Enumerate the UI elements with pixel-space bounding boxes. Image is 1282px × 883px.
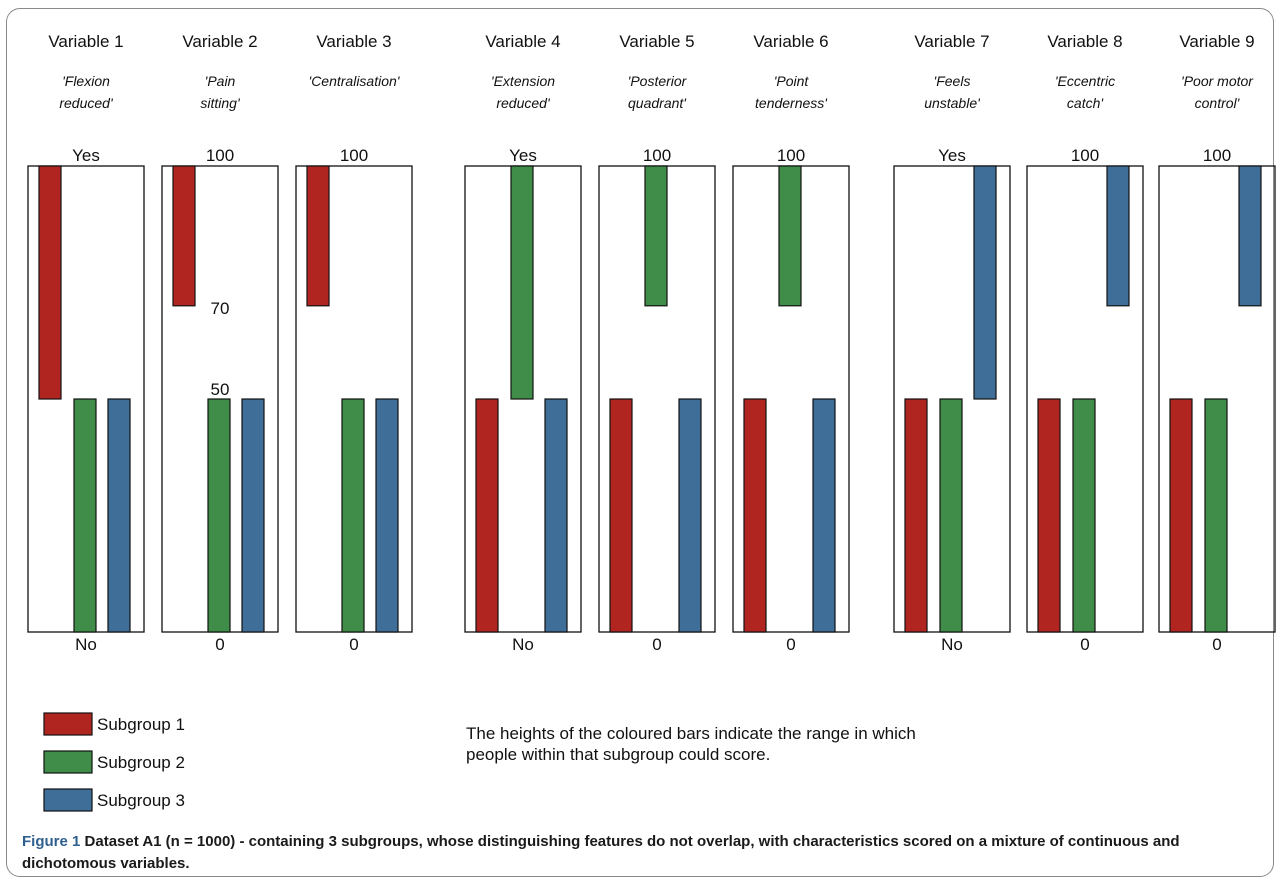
panel-feature-7-line-2: unstable' — [924, 95, 981, 111]
panel-feature-4-line-2: reduced' — [496, 95, 551, 111]
panel-feature-9-line-1: 'Poor motor — [1181, 73, 1254, 89]
bar-variable-7-subgroup-2 — [939, 398, 963, 633]
panel-top-label-7: Yes — [938, 146, 966, 165]
caption-lead: Figure 1 — [22, 833, 81, 850]
panel-bottom-label-8: 0 — [1080, 635, 1089, 654]
panel-top-label-6: 100 — [777, 146, 805, 165]
panel-feature-3-line-1: 'Centralisation' — [309, 73, 401, 89]
panel-title-2: Variable 2 — [182, 32, 257, 51]
panel-top-label-9: 100 — [1203, 146, 1231, 165]
panel-feature-1-line-1: 'Flexion — [62, 73, 110, 89]
bar-variable-3-subgroup-3 — [375, 398, 399, 633]
bar-variable-4-subgroup-1 — [475, 398, 499, 633]
panel-bottom-label-1: No — [75, 635, 97, 654]
panel-top-label-1: Yes — [72, 146, 100, 165]
panel-feature-4-line-1: 'Extension — [491, 73, 555, 89]
bar-variable-1-subgroup-2 — [73, 398, 97, 633]
panel-top-label-2: 100 — [206, 146, 234, 165]
bar-variable-2-subgroup-2 — [207, 398, 231, 633]
panel-feature-1-line-2: reduced' — [59, 95, 114, 111]
panel-title-4: Variable 4 — [485, 32, 560, 51]
bar-variable-9-subgroup-1 — [1169, 398, 1193, 633]
panel-feature-6-line-1: 'Point — [774, 73, 810, 89]
legend-swatch-subgroup-1 — [43, 712, 93, 736]
chart-note-line-1: The heights of the coloured bars indicat… — [466, 724, 916, 743]
panel-top-label-5: 100 — [643, 146, 671, 165]
panel-bottom-label-4: No — [512, 635, 534, 654]
figure-caption: Figure 1 Dataset A1 (n = 1000) - contain… — [22, 831, 1262, 875]
bar-variable-9-subgroup-3 — [1238, 165, 1262, 307]
bar-variable-1-subgroup-3 — [107, 398, 131, 633]
panel-feature-2-line-1: 'Pain — [205, 73, 236, 89]
panel-bottom-label-7: No — [941, 635, 963, 654]
panel-title-6: Variable 6 — [753, 32, 828, 51]
bar-variable-3-subgroup-1 — [306, 165, 330, 307]
panel-top-label-3: 100 — [340, 146, 368, 165]
panel-title-7: Variable 7 — [914, 32, 989, 51]
bar-variable-4-subgroup-2 — [510, 165, 534, 400]
bar-variable-5-subgroup-2 — [644, 165, 668, 307]
panel-feature-5-line-1: 'Posterior — [628, 73, 688, 89]
legend-label-subgroup-1: Subgroup 1 — [97, 715, 185, 734]
legend-swatch-subgroup-3 — [43, 788, 93, 812]
bar-variable-5-subgroup-1 — [609, 398, 633, 633]
bar-variable-3-subgroup-2 — [341, 398, 365, 633]
panel-title-8: Variable 8 — [1047, 32, 1122, 51]
chart: Variable 1 'Flexion reduced' Yes No Variable … — [27, 32, 1276, 812]
panel-feature-7-line-1: 'Feels — [934, 73, 971, 89]
panel-bottom-label-2: 0 — [215, 635, 224, 654]
caption-text: Dataset A1 (n = 1000) - containing 3 sub… — [22, 833, 1180, 872]
panel-mid-label-2-1: 70 — [211, 299, 230, 318]
panel-title-5: Variable 5 — [619, 32, 694, 51]
chart-note-line-2: people within that subgroup could score. — [466, 745, 770, 764]
panel-title-1: Variable 1 — [48, 32, 123, 51]
bar-variable-7-subgroup-3 — [973, 165, 997, 400]
panel-feature-8-line-1: 'Eccentric — [1055, 73, 1115, 89]
bar-variable-6-subgroup-1 — [743, 398, 767, 633]
panel-feature-5-line-2: quadrant' — [628, 95, 687, 111]
bar-variable-4-subgroup-3 — [544, 398, 568, 633]
bar-variable-7-subgroup-1 — [904, 398, 928, 633]
panel-feature-2-line-2: sitting' — [200, 95, 241, 111]
panel-bottom-label-6: 0 — [786, 635, 795, 654]
bar-variable-9-subgroup-2 — [1204, 398, 1228, 633]
legend-label-subgroup-3: Subgroup 3 — [97, 791, 185, 810]
bar-variable-6-subgroup-2 — [778, 165, 802, 307]
panel-top-label-4: Yes — [509, 146, 537, 165]
panel-top-label-8: 100 — [1071, 146, 1099, 165]
bar-variable-8-subgroup-3 — [1106, 165, 1130, 307]
bar-variable-2-subgroup-3 — [241, 398, 265, 633]
panel-title-3: Variable 3 — [316, 32, 391, 51]
figure-frame — [6, 8, 1274, 877]
panel-title-9: Variable 9 — [1179, 32, 1254, 51]
panel-bottom-label-3: 0 — [349, 635, 358, 654]
panel-bottom-label-5: 0 — [652, 635, 661, 654]
panel-feature-8-line-2: catch' — [1067, 95, 1104, 111]
panel-bottom-label-9: 0 — [1212, 635, 1221, 654]
panel-feature-9-line-2: control' — [1195, 95, 1241, 111]
panel-mid-label-2-2: 50 — [211, 380, 230, 399]
bar-variable-8-subgroup-1 — [1037, 398, 1061, 633]
legend-label-subgroup-2: Subgroup 2 — [97, 753, 185, 772]
bar-variable-8-subgroup-2 — [1072, 398, 1096, 633]
legend-swatch-subgroup-2 — [43, 750, 93, 774]
bar-variable-6-subgroup-3 — [812, 398, 836, 633]
bar-variable-2-subgroup-1 — [172, 165, 196, 307]
bar-variable-5-subgroup-3 — [678, 398, 702, 633]
bar-variable-1-subgroup-1 — [38, 165, 62, 400]
panel-feature-6-line-2: tenderness' — [755, 95, 828, 111]
